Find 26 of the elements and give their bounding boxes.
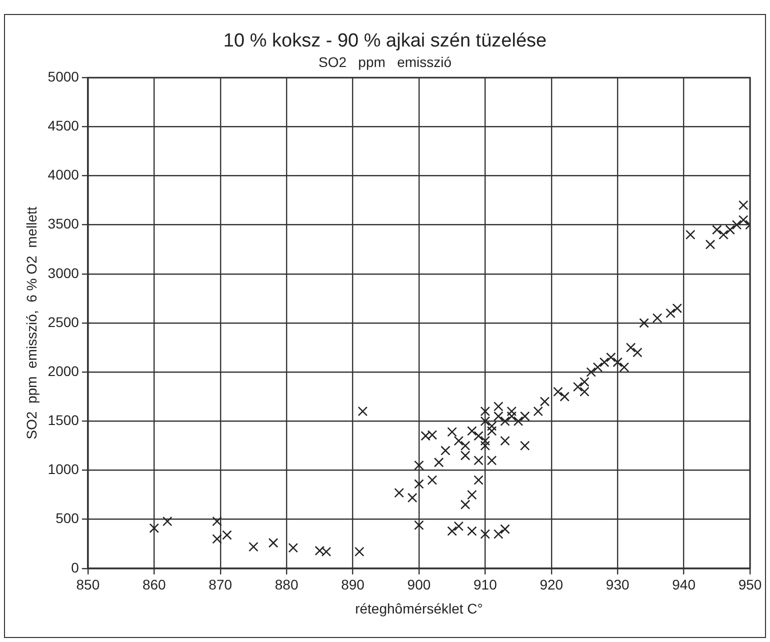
y-tick-label: 0 [71,559,80,576]
x-tick-label: 860 [142,576,166,593]
x-tick-label: 880 [274,576,298,593]
chart-subtitle: SO2 ppm emisszió [318,54,452,70]
y-axis-title: SO2 ppm emisszió, 6 % O2 mellett [23,206,40,440]
x-tick-label: 850 [76,576,100,593]
chart-title: 10 % koksz - 90 % ajkai szén tüzelése [223,30,547,52]
y-tick-label: 3500 [48,216,80,232]
x-tick-label: 940 [672,576,696,593]
x-tick-label: 890 [341,576,365,593]
y-tick-label: 500 [56,510,80,526]
y-tick-label: 2000 [48,362,80,379]
x-tick-label: 950 [738,576,762,593]
x-tick-label: 900 [407,576,431,593]
x-tick-label: 870 [208,576,232,593]
y-tick-label: 1500 [48,412,80,428]
x-axis-title: réteghômérséklet C° [355,600,483,616]
x-tick-label: 930 [606,576,630,593]
x-tick-label: 910 [474,576,498,593]
x-tick-label: 920 [540,576,564,593]
y-tick-label: 5000 [48,68,80,84]
y-tick-label: 4000 [48,166,80,183]
y-tick-label: 3000 [48,264,80,281]
y-tick-label: 2500 [48,314,80,330]
y-tick-label: 4500 [48,118,80,134]
y-tick-label: 1000 [48,461,80,478]
